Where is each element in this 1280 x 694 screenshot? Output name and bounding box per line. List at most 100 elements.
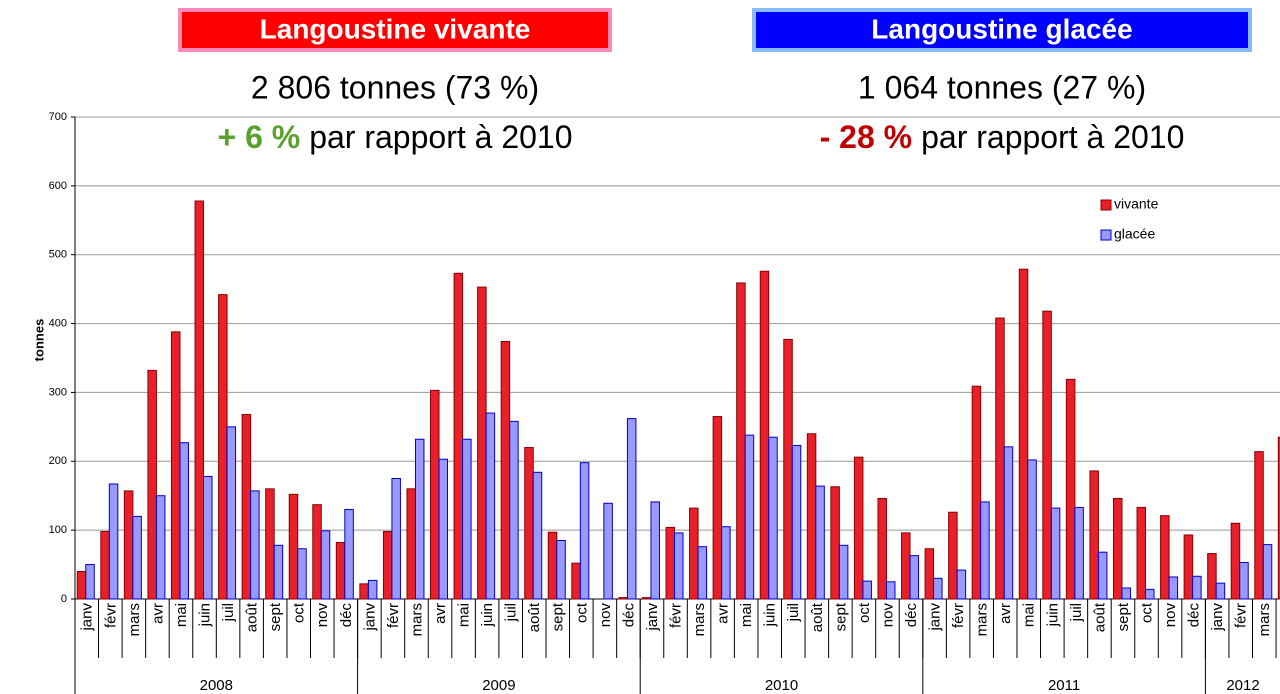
- legend-swatch: [1100, 229, 1112, 241]
- x-tick-label: févr: [667, 603, 684, 628]
- bar: [853, 456, 864, 600]
- bar: [838, 544, 849, 600]
- bar: [194, 200, 205, 600]
- bar: [359, 583, 369, 600]
- bar: [901, 532, 911, 600]
- x-tick-label: janv: [927, 603, 944, 632]
- x-tick-label: janv: [79, 603, 96, 632]
- bar: [783, 338, 793, 600]
- x-tick-label: févr: [950, 603, 967, 628]
- legend-swatch: [1100, 199, 1112, 211]
- bar: [320, 530, 331, 600]
- bar: [1018, 268, 1029, 600]
- x-tick-label: déc: [1186, 603, 1203, 628]
- bar: [406, 488, 416, 600]
- bar: [1192, 575, 1202, 600]
- y-tick-label: 0: [61, 593, 67, 605]
- bar: [1074, 506, 1084, 600]
- bar: [618, 597, 628, 600]
- x-tick-label: août: [809, 602, 826, 632]
- bar: [995, 317, 1005, 600]
- bar: [933, 577, 943, 600]
- y-axis-label: tonnes: [31, 319, 46, 362]
- header-title: Langoustine glacée: [871, 13, 1132, 44]
- bar: [335, 542, 346, 600]
- bar: [697, 546, 708, 600]
- bar: [815, 485, 825, 600]
- header-title: Langoustine vivante: [260, 13, 531, 44]
- x-tick-label: févr: [385, 603, 402, 628]
- x-tick-label: août: [526, 602, 543, 632]
- x-tick-label: mars: [691, 603, 708, 636]
- y-tick-label: 100: [49, 524, 67, 536]
- bar: [265, 488, 275, 600]
- bar: [414, 438, 425, 600]
- bar: [759, 270, 770, 600]
- x-tick-label: sept: [832, 602, 849, 631]
- x-tick-label: mai: [1021, 603, 1038, 627]
- x-tick-label: mars: [408, 603, 425, 636]
- bar: [273, 544, 284, 600]
- x-tick-label: juin: [1044, 603, 1061, 627]
- bar: [532, 471, 543, 600]
- x-tick-label: juil: [503, 603, 520, 622]
- bar: [430, 389, 440, 600]
- bar: [1277, 436, 1280, 600]
- x-tick-label: août: [1091, 602, 1108, 632]
- bar: [862, 580, 872, 600]
- bar: [948, 511, 958, 600]
- bar: [830, 486, 840, 600]
- x-tick-label: mars: [126, 603, 143, 636]
- year-label: 2012: [1226, 677, 1259, 694]
- bar: [123, 490, 134, 600]
- x-tick-label: oct: [291, 602, 308, 623]
- bar: [1145, 588, 1155, 600]
- bar: [100, 531, 110, 600]
- bar: [971, 385, 982, 600]
- bar: [674, 532, 684, 600]
- bar: [1254, 451, 1264, 600]
- bar: [367, 579, 378, 600]
- bar: [108, 483, 119, 600]
- bar: [226, 426, 237, 600]
- bar: [1089, 470, 1099, 600]
- x-tick-label: avr: [432, 603, 449, 624]
- header-change-line: + 6 % par rapport à 2010: [217, 119, 572, 155]
- bar: [76, 570, 87, 600]
- header-comparison: par rapport à 2010: [309, 119, 572, 155]
- y-tick-label: 500: [49, 249, 67, 261]
- bar: [980, 501, 990, 600]
- bar: [909, 555, 920, 600]
- bar: [391, 478, 401, 600]
- x-tick-label: juil: [220, 603, 237, 622]
- x-tick-label: juil: [785, 603, 802, 622]
- bar: [485, 412, 496, 600]
- bar: [132, 515, 142, 600]
- bar: [524, 447, 534, 600]
- bar: [556, 539, 566, 600]
- bar: [641, 597, 652, 600]
- bar: [288, 493, 299, 600]
- bar: [806, 433, 817, 600]
- bar: [712, 416, 723, 600]
- x-tick-label: mars: [1256, 603, 1273, 636]
- x-tick-label: nov: [597, 603, 614, 628]
- header-change-line: - 28 % par rapport à 2010: [820, 119, 1185, 155]
- bar: [689, 507, 699, 600]
- bar: [571, 562, 581, 600]
- bar: [1262, 544, 1273, 600]
- bar: [1160, 515, 1170, 600]
- bar: [453, 272, 464, 600]
- bar: [241, 413, 252, 600]
- header-change: - 28 %: [820, 119, 912, 155]
- header-total: 1 064 tonnes (27 %): [858, 69, 1146, 105]
- y-tick-label: 200: [49, 455, 67, 467]
- year-label: 2009: [482, 677, 515, 694]
- bar: [1097, 551, 1108, 600]
- x-tick-label: déc: [903, 603, 920, 628]
- x-tick-label: nov: [879, 603, 896, 628]
- x-tick-label: déc: [338, 603, 355, 628]
- bar: [665, 526, 676, 600]
